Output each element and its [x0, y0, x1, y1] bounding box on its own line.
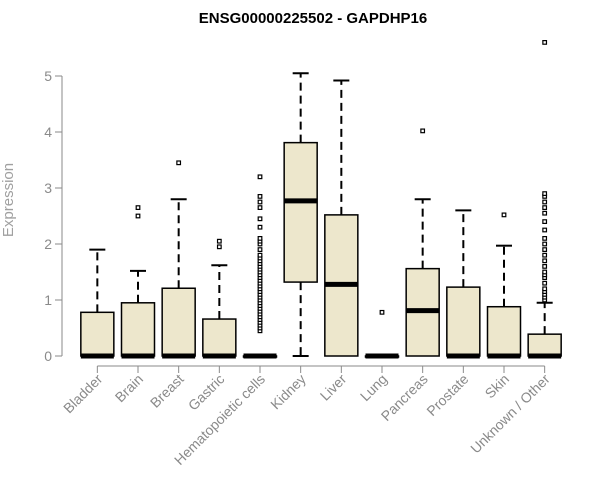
box-liver: [324, 79, 359, 357]
box-prostate: [446, 209, 481, 359]
x-tick-label: Prostate: [423, 371, 471, 419]
y-tick-label: 2: [44, 236, 52, 252]
box-lung: [364, 309, 400, 359]
outlier-point: [257, 224, 263, 230]
outlier-point: [257, 236, 263, 241]
boxes: [80, 39, 562, 359]
outlier-point: [542, 210, 548, 216]
x-tick-label: Breast: [147, 371, 187, 411]
axes: 0 1 2 3 4 5: [44, 68, 546, 373]
outlier-point: [135, 205, 141, 211]
outlier-point: [542, 39, 548, 45]
outlier-point: [542, 205, 548, 211]
box-body: [486, 305, 522, 357]
box-brain: [120, 205, 156, 359]
outlier-point: [257, 174, 263, 180]
outlier-point: [420, 128, 426, 134]
box-kidney: [283, 72, 318, 357]
chart-title: ENSG00000225502 - GAPDHP16: [199, 10, 427, 27]
box-breast: [161, 160, 196, 359]
outlier-point: [542, 269, 548, 275]
outlier-point: [542, 252, 548, 258]
outlier-point: [135, 213, 141, 219]
outlier-point: [257, 247, 263, 253]
outlier-point: [542, 236, 548, 241]
outlier-point: [216, 238, 222, 244]
box-body: [120, 302, 156, 357]
y-tick-label: 4: [44, 124, 52, 140]
y-axis-label: Expression: [0, 163, 17, 237]
y-tick-label: 5: [44, 68, 52, 84]
outlier-point: [542, 241, 548, 247]
outlier-point: [257, 252, 263, 258]
outlier-point: [257, 194, 263, 199]
box-body: [202, 318, 237, 357]
x-tick-label: Liver: [317, 371, 350, 404]
outlier-point: [542, 219, 548, 225]
box-unknown-other: [527, 39, 562, 359]
outlier-point: [542, 280, 548, 286]
box-body: [161, 287, 196, 357]
x-tick-label: Lung: [357, 371, 390, 404]
box-body: [446, 286, 481, 357]
x-tick-label: Skin: [482, 371, 513, 402]
box-body: [527, 333, 562, 357]
box-body: [283, 141, 318, 283]
outlier-point: [542, 227, 548, 233]
y-tick-label: 0: [44, 348, 52, 364]
outlier-point: [379, 309, 385, 315]
outlier-point: [542, 286, 548, 292]
box-skin: [486, 212, 522, 359]
x-tick-label: Bladder: [60, 371, 106, 417]
outlier-point: [542, 191, 548, 197]
box-gastric: [202, 238, 237, 359]
outlier-point: [257, 216, 263, 222]
outlier-point: [257, 199, 263, 205]
box-hematopoietic-cells: [242, 174, 278, 359]
box-bladder: [80, 248, 115, 359]
y-tick-label: 3: [44, 180, 52, 196]
box-body: [80, 311, 115, 357]
box-pancreas: [405, 128, 440, 357]
x-tick-label: Kidney: [267, 371, 309, 413]
outlier-point: [216, 244, 222, 250]
y-tick-label: 1: [44, 292, 52, 308]
outlier-point: [501, 212, 507, 218]
outlier-point: [542, 258, 548, 264]
outlier-point: [257, 205, 263, 211]
outlier-point: [542, 264, 548, 269]
x-tick-label: Brain: [112, 371, 146, 405]
outlier-point: [176, 160, 182, 166]
outlier-point: [542, 247, 548, 253]
outlier-point: [542, 199, 548, 205]
